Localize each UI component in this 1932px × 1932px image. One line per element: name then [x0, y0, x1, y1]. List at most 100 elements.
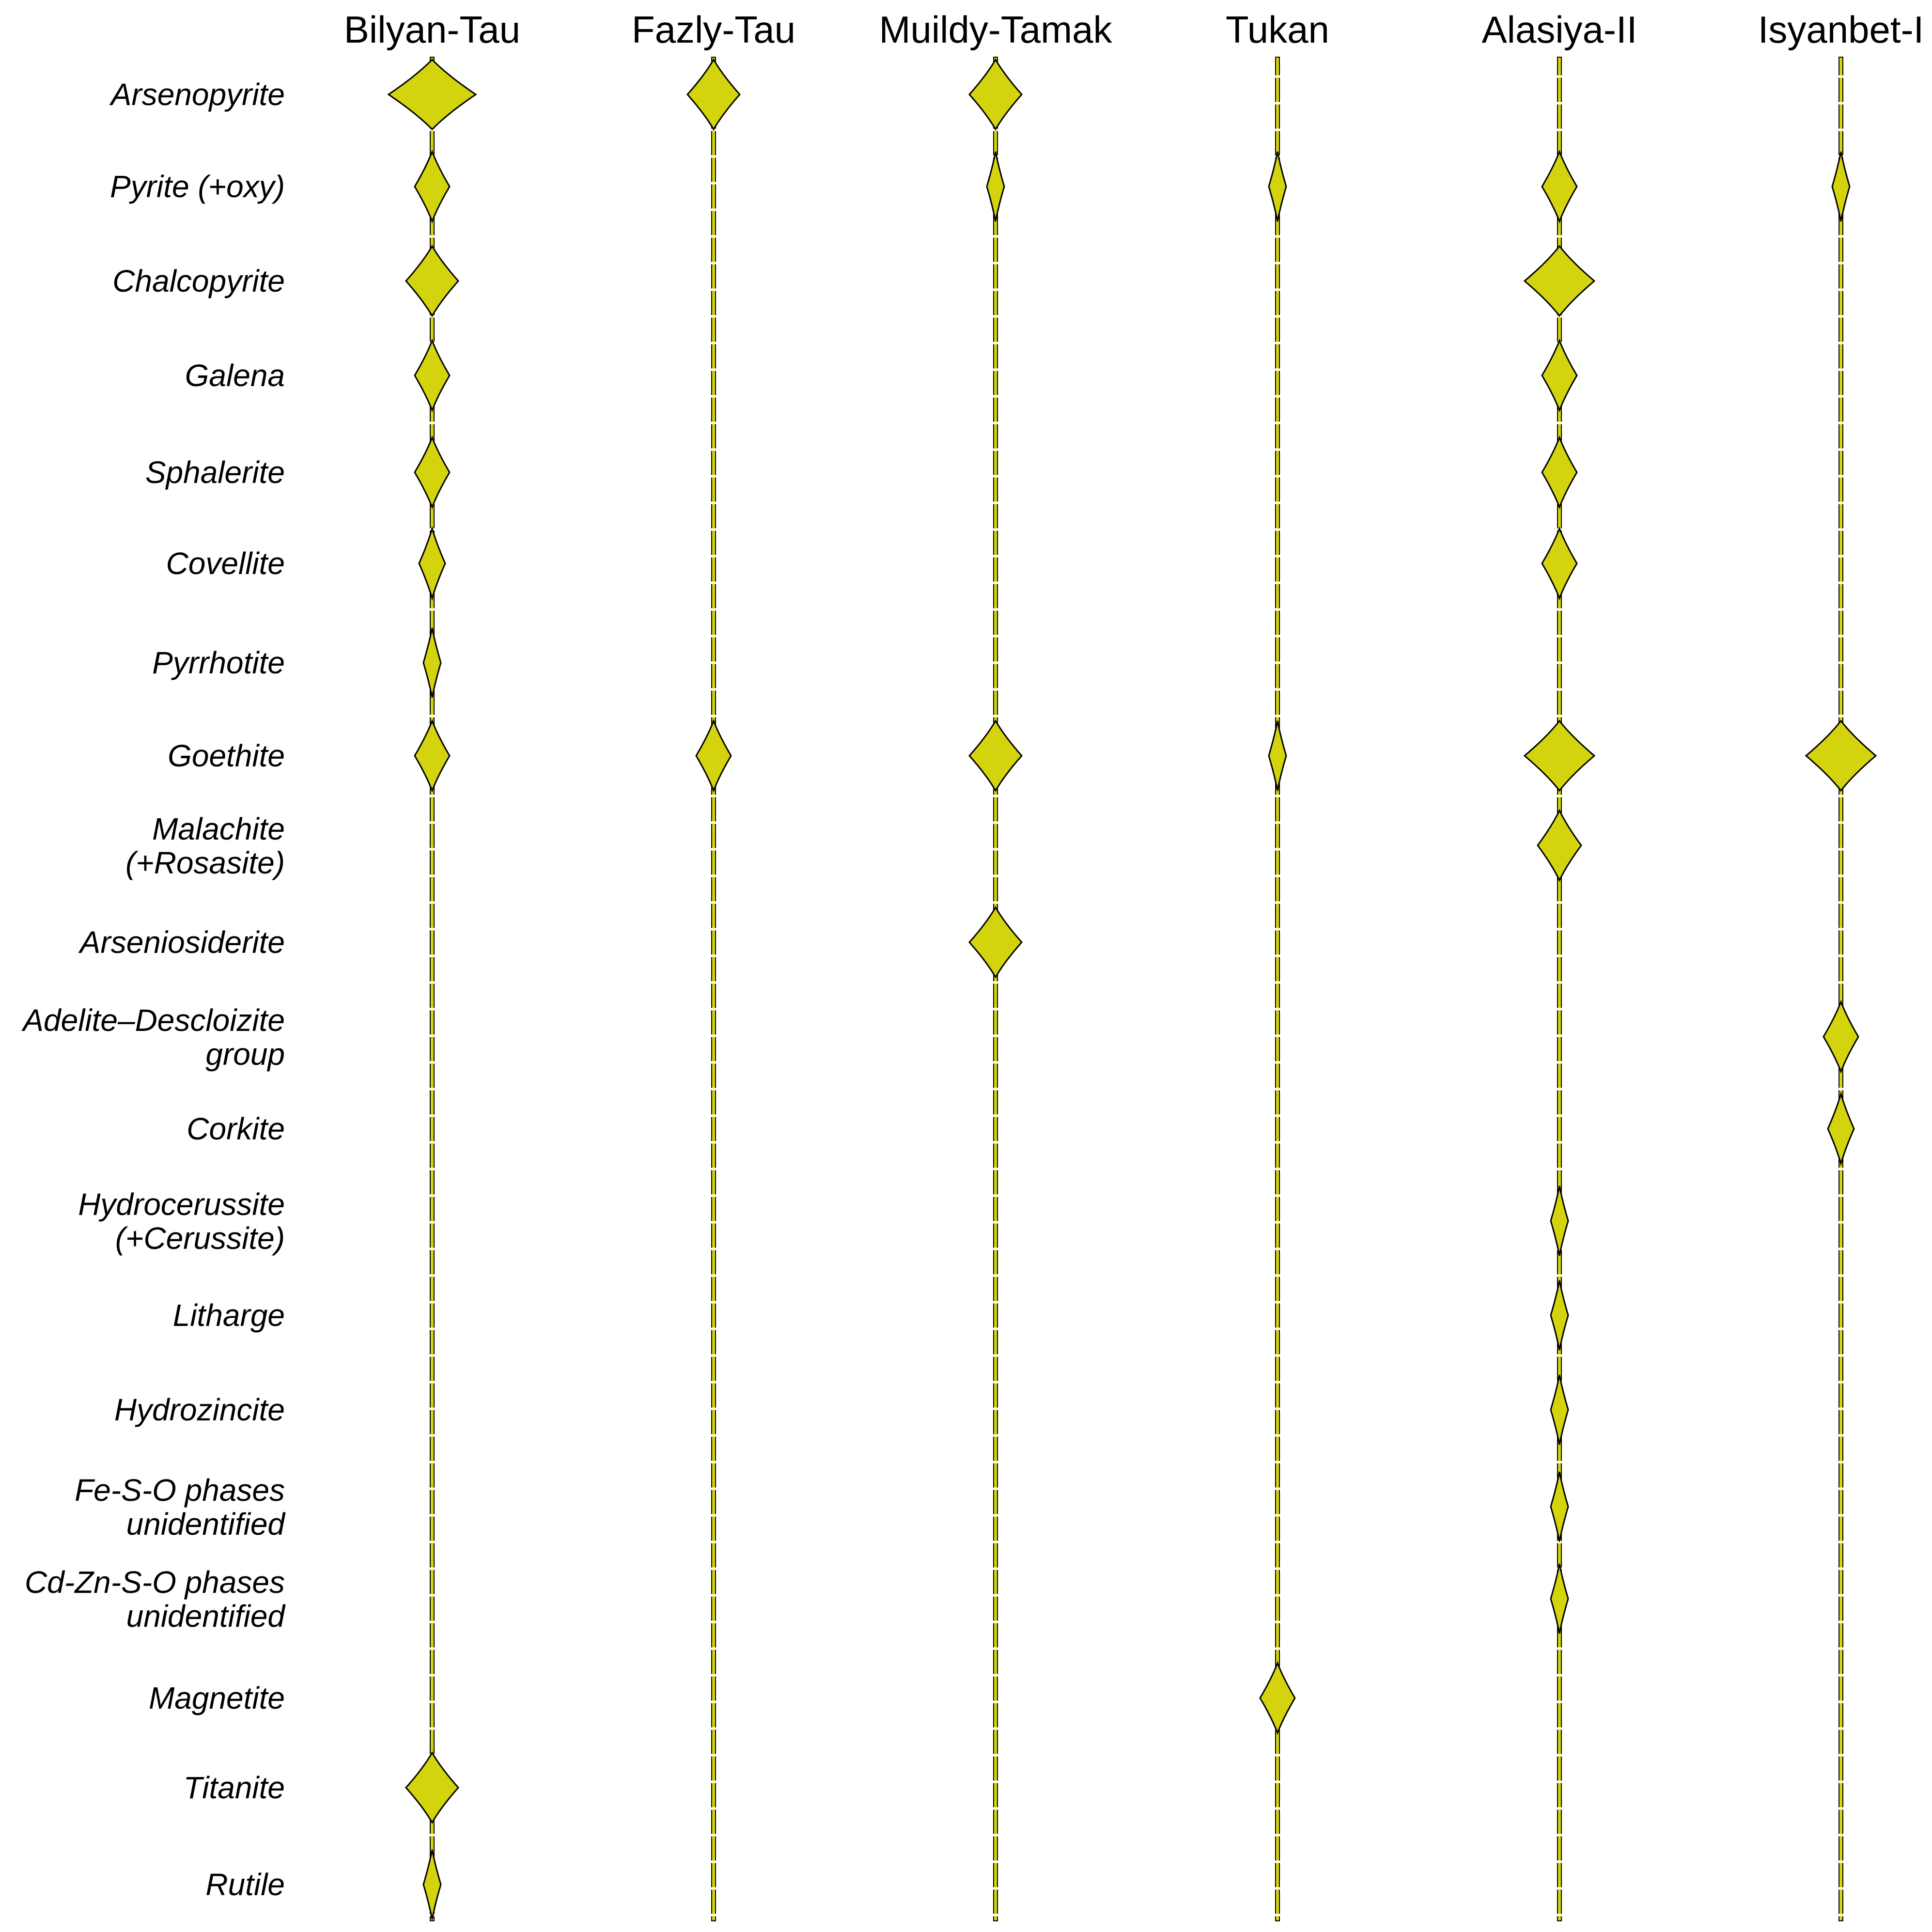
- site-label-muildy-tamak: Muildy-Tamak: [879, 8, 1112, 51]
- stem-fazly-tau: [711, 57, 717, 1921]
- mineral-label-line: Arseniosiderite: [78, 925, 285, 960]
- mineral-label-pyrite-oxy: Pyrite (+oxy): [110, 169, 285, 204]
- spindle-goethite-fazly-tau: [695, 718, 732, 793]
- spindle-galena-bilyan-tau: [414, 338, 451, 413]
- mineral-label-fe-s-o-phases: Fe-S-O phases unidentified: [75, 1473, 286, 1542]
- spindle-hydrozincite-alasiya-ii: [1550, 1374, 1569, 1445]
- mineral-label-line: Hydrocerussite: [78, 1187, 285, 1222]
- mineral-label-titanite: Titanite: [184, 1770, 285, 1805]
- spindle-goethite-isyanbet-i: [1805, 719, 1877, 792]
- mineral-label-hydrocerussite: Hydrocerussite (+Cerussite): [78, 1187, 285, 1256]
- site-header-labels: Bilyan-Tau Fazly-Tau Muildy-Tamak Tukan Alas…: [344, 8, 1924, 51]
- spindle-litharge-alasiya-ii: [1550, 1280, 1569, 1351]
- spindle-sphalerite-bilyan-tau: [414, 435, 451, 510]
- spindle-chalcopyrite-bilyan-tau: [405, 245, 460, 317]
- mineral-label-line: Galena: [185, 358, 285, 393]
- mineral-label-line: Magnetite: [149, 1681, 285, 1715]
- stem-bar: [1839, 57, 1843, 1921]
- spindle-galena-alasiya-ii: [1541, 338, 1578, 413]
- spindle-fe-s-o-phases-alasiya-ii: [1550, 1471, 1569, 1542]
- site-label-tukan: Tukan: [1226, 8, 1329, 51]
- spindle-arseniosiderite-muildy-tamak: [968, 906, 1023, 979]
- spindle-pyrite-oxy-bilyan-tau: [414, 149, 451, 224]
- mineral-label-arseniosiderite: Arseniosiderite: [78, 925, 285, 960]
- spindle-corkite-isyanbet-i: [1827, 1091, 1855, 1167]
- site-label-isyanbet-i: Isyanbet-I: [1758, 8, 1924, 51]
- mineral-label-line: Sphalerite: [145, 455, 285, 490]
- spindle-hydrocerussite-alasiya-ii: [1550, 1185, 1569, 1256]
- spindle-pyrite-oxy-tukan: [1268, 151, 1287, 222]
- spindle-arsenopyrite-muildy-tamak: [968, 58, 1023, 131]
- stem-muildy-tamak: [993, 57, 998, 1921]
- spindle-pyrite-oxy-alasiya-ii: [1541, 149, 1578, 224]
- mineral-label-hydrozincite: Hydrozincite: [114, 1392, 285, 1427]
- spindle-chalcopyrite-alasiya-ii: [1523, 245, 1596, 317]
- abundance-spindles: [387, 58, 1877, 1920]
- spindle-pyrite-oxy-muildy-tamak: [986, 151, 1005, 222]
- stem-bar: [430, 57, 435, 1921]
- mineral-label-covellite: Covellite: [166, 546, 285, 581]
- mineral-label-line: group: [205, 1037, 285, 1072]
- mineral-label-line: Hydrozincite: [114, 1392, 285, 1427]
- stem-bilyan-tau: [429, 57, 435, 1921]
- mineral-label-line: Covellite: [166, 546, 285, 581]
- spindle-pyrite-oxy-isyanbet-i: [1831, 151, 1851, 222]
- spindle-covellite-bilyan-tau: [418, 526, 446, 601]
- mineral-label-line: Pyrrhotite: [152, 645, 285, 680]
- mineral-label-cd-zn-s-o-phases: Cd-Zn-S-O phases unidentified: [25, 1565, 286, 1634]
- spindle-magnetite-tukan: [1259, 1661, 1296, 1735]
- mineral-label-litharge: Litharge: [173, 1298, 285, 1333]
- mineral-label-malachite: Malachite (+Rosasite): [125, 811, 285, 880]
- site-label-alasiya-ii: Alasiya-II: [1482, 8, 1637, 51]
- stem-isyanbet-i: [1838, 57, 1844, 1921]
- mineral-label-line: Corkite: [187, 1111, 285, 1146]
- mineral-label-corkite: Corkite: [187, 1111, 285, 1146]
- spindle-goethite-bilyan-tau: [414, 718, 451, 793]
- mineral-label-line: unidentified: [126, 1599, 286, 1634]
- stem-alasiya-ii: [1557, 57, 1562, 1921]
- mineral-label-arsenopyrite: Arsenopyrite: [109, 77, 285, 112]
- spindle-titanite-bilyan-tau: [405, 1751, 460, 1824]
- mineral-label-chalcopyrite: Chalcopyrite: [112, 264, 285, 298]
- mineral-label-rutile: Rutile: [205, 1867, 285, 1902]
- spindle-goethite-muildy-tamak: [968, 719, 1023, 792]
- mineral-label-line: (+Cerussite): [115, 1221, 285, 1256]
- mineral-label-line: Chalcopyrite: [112, 264, 285, 298]
- mineral-label-line: Adelite–Descloizite: [21, 1003, 285, 1038]
- spindle-adelite-descloizite-isyanbet-i: [1823, 999, 1859, 1074]
- mineral-label-line: Titanite: [184, 1770, 285, 1805]
- mineral-label-line: (+Rosasite): [125, 845, 285, 880]
- mineral-label-line: unidentified: [126, 1507, 286, 1542]
- spindle-goethite-alasiya-ii: [1523, 719, 1596, 792]
- stem-bar: [993, 57, 998, 1921]
- spindle-malachite-alasiya-ii: [1537, 809, 1582, 882]
- spindle-covellite-alasiya-ii: [1541, 526, 1578, 601]
- stem-bar: [1275, 57, 1280, 1921]
- spindle-pyrrhotite-bilyan-tau: [422, 627, 442, 698]
- spindle-rutile-bilyan-tau: [422, 1849, 442, 1920]
- mineral-row-labels: Arsenopyrite Pyrite (+oxy) Chalcopyrite Gal…: [21, 77, 286, 1902]
- spindle-arsenopyrite-fazly-tau: [686, 58, 741, 131]
- stem-bar: [711, 57, 716, 1921]
- spindle-sphalerite-alasiya-ii: [1541, 435, 1578, 510]
- mineral-label-line: Malachite: [152, 811, 285, 846]
- mineral-label-sphalerite: Sphalerite: [145, 455, 285, 490]
- mineral-label-line: Goethite: [168, 738, 285, 773]
- site-label-fazly-tau: Fazly-Tau: [632, 8, 795, 51]
- mineral-label-line: Pyrite (+oxy): [110, 169, 285, 204]
- mineral-label-pyrrhotite: Pyrrhotite: [152, 645, 285, 680]
- mineral-label-line: Arsenopyrite: [109, 77, 285, 112]
- spindle-goethite-tukan: [1268, 720, 1287, 791]
- mineral-label-goethite: Goethite: [168, 738, 285, 773]
- mineral-label-magnetite: Magnetite: [149, 1681, 285, 1715]
- mineral-label-adelite-descloizite: Adelite–Descloizite group: [21, 1003, 285, 1072]
- mineral-label-line: Rutile: [205, 1867, 285, 1902]
- stem-tukan: [1275, 57, 1280, 1921]
- site-label-bilyan-tau: Bilyan-Tau: [344, 8, 520, 51]
- spindle-arsenopyrite-bilyan-tau: [387, 58, 477, 131]
- site-stems: [429, 57, 1844, 1921]
- mineral-label-line: Cd-Zn-S-O phases: [25, 1565, 285, 1600]
- stem-bar: [1557, 57, 1562, 1921]
- mineral-label-galena: Galena: [185, 358, 285, 393]
